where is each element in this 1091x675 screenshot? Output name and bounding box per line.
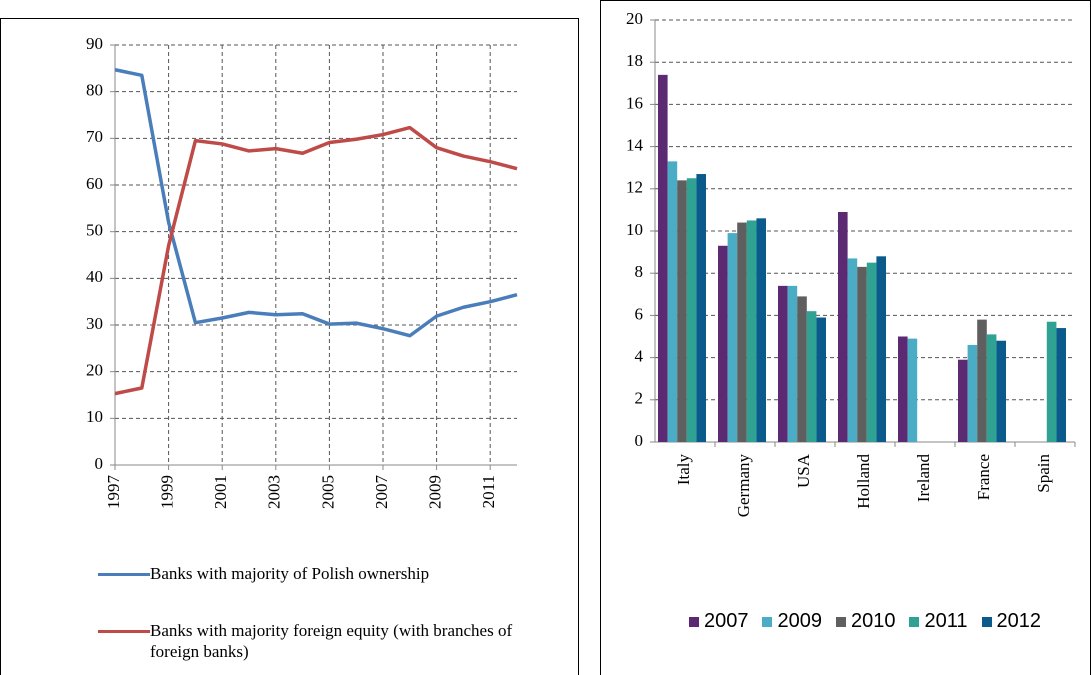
bar: [907, 338, 918, 442]
x-tick-label: 2009: [426, 475, 445, 509]
x-tick-label: 2011: [479, 475, 498, 508]
bar: [977, 319, 987, 442]
bar: [806, 311, 817, 442]
legend-label: Banks with majority of Polish ownership: [150, 564, 430, 583]
y-tick-label: 10: [626, 220, 643, 239]
y-tick-label: 20: [626, 9, 643, 28]
legend-label: 2011: [924, 610, 968, 632]
x-tick-label: 2007: [372, 475, 391, 510]
legend-item: 2009: [762, 610, 822, 633]
y-tick-label: 40: [86, 267, 103, 286]
y-tick-label: 60: [86, 174, 103, 193]
bar: [958, 359, 968, 442]
legend-label: 2009: [777, 610, 822, 632]
legend-item: 2011: [909, 610, 968, 633]
y-tick-label: 90: [86, 34, 103, 53]
legend-label: 2012: [996, 610, 1042, 632]
x-tick-label: 1997: [104, 475, 123, 510]
bar: [756, 218, 766, 442]
y-tick-label: 18: [626, 51, 643, 70]
legend-swatch: [835, 616, 846, 627]
bar: [967, 344, 978, 442]
legend-label: 2010: [850, 610, 896, 632]
y-tick-label: 0: [95, 454, 104, 473]
bar: [816, 317, 826, 442]
legend-swatch: [981, 616, 992, 627]
legend: 2007 2009 2010 2011 2012: [645, 610, 1085, 633]
y-tick-label: 20: [86, 361, 103, 380]
y-tick-label: 6: [635, 304, 644, 323]
x-tick-label: Germany: [734, 454, 753, 518]
y-tick-label: 16: [626, 93, 643, 112]
legend-item: 2012: [981, 610, 1042, 633]
legend-label: Banks with majority foreign equity (with…: [150, 621, 513, 661]
y-tick-label: 14: [626, 136, 644, 155]
bar: [746, 220, 757, 442]
bar: [876, 256, 886, 442]
legend-item: 2010: [835, 610, 896, 633]
bar: [866, 262, 877, 442]
y-tick-label: 10: [86, 407, 103, 426]
y-tick-label: 8: [635, 262, 644, 281]
bar: [778, 285, 788, 442]
legend-label: 2007: [703, 610, 749, 632]
legend-item: Banks with majority of Polish ownership: [98, 563, 538, 584]
bar: [667, 161, 678, 442]
bar: [686, 178, 697, 442]
x-tick-label: Ireland: [914, 454, 933, 503]
x-tick-label: France: [974, 454, 993, 500]
bar: [857, 266, 867, 442]
left-frame: [0, 18, 579, 675]
bar: [986, 334, 997, 442]
series-line: [114, 68, 518, 338]
bar: [658, 74, 668, 443]
y-tick-label: 50: [86, 221, 103, 240]
y-tick-label: 0: [635, 431, 644, 450]
bar: [718, 245, 728, 442]
bar: [1046, 321, 1057, 442]
y-tick-label: 4: [635, 347, 644, 366]
legend-item: 2007: [688, 610, 749, 633]
bar: [797, 296, 807, 442]
bar: [737, 222, 747, 442]
y-tick-label: 70: [86, 127, 103, 146]
x-tick-label: 2003: [265, 475, 284, 509]
legend-swatch: [98, 573, 150, 576]
x-tick-label: Spain: [1034, 454, 1053, 493]
x-tick-label: Holland: [854, 454, 873, 509]
y-tick-label: 12: [626, 178, 643, 197]
bar: [1056, 328, 1066, 442]
bar: [696, 174, 706, 442]
x-tick-label: 1999: [158, 475, 177, 509]
bar: [838, 212, 848, 442]
bar: [847, 258, 858, 442]
x-tick-label: USA: [794, 453, 813, 488]
y-tick-label: 2: [635, 389, 644, 408]
x-tick-label: 2005: [318, 475, 337, 509]
y-tick-label: 30: [86, 314, 103, 333]
bar: [787, 285, 798, 442]
x-tick-label: 2001: [211, 475, 230, 509]
legend-swatch: [98, 630, 150, 633]
legend-swatch: [762, 616, 773, 627]
bar: [996, 340, 1006, 442]
bar: [727, 233, 738, 442]
x-tick-label: Italy: [674, 454, 693, 486]
legend-swatch: [909, 616, 920, 627]
series-line: [114, 125, 518, 396]
bar: [898, 336, 908, 442]
legend-swatch: [688, 616, 699, 627]
legend-item: Banks with majority foreign equity (with…: [98, 620, 538, 662]
y-tick-label: 80: [86, 81, 103, 100]
bar: [677, 180, 687, 443]
